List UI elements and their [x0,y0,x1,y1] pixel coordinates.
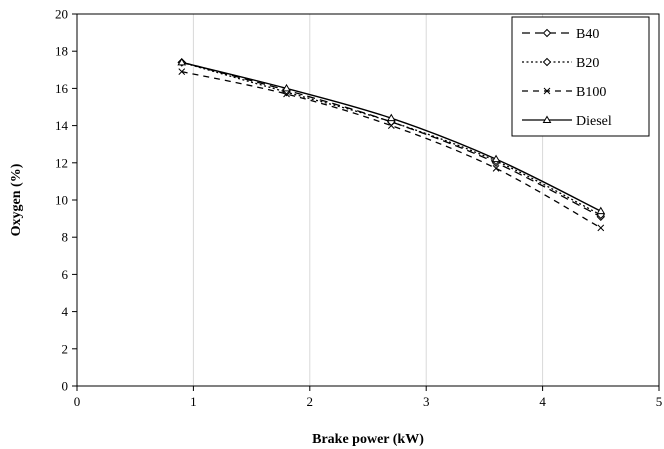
y-tick-label: 6 [62,267,69,282]
y-tick-label: 20 [55,7,68,22]
y-tick-label: 14 [55,118,69,133]
legend-label-b100: B100 [576,85,606,100]
legend-box [511,16,650,137]
y-tick-label: 8 [62,230,69,245]
data-point-diesel [282,83,291,92]
plot-frame [76,13,660,387]
y-tick-label: 2 [62,341,69,356]
series-line-b100 [181,71,602,229]
data-point-diesel [386,113,396,122]
legend-label-b40: B40 [576,27,599,42]
legend-marker-b40 [542,28,552,38]
y-tick-label: 18 [55,44,68,59]
data-point-diesel [596,206,606,215]
x-tick-label: 4 [539,394,546,409]
y-tick-label: 12 [55,155,68,170]
y-tick-label: 0 [62,379,69,394]
legend-label-diesel: Diesel [576,114,612,129]
y-tick-label: 16 [55,81,69,96]
data-point-b100 [178,68,186,76]
axes [72,13,660,391]
x-tick-label: 1 [190,394,197,409]
x-axis-title: Brake power (kW) [312,432,424,447]
legend-marker-b20 [542,57,552,67]
series-line-b40 [181,61,602,218]
legend-marker-diesel [542,115,552,123]
legend-marker-b100 [543,87,551,95]
x-tick-label: 0 [74,394,81,409]
data-point-diesel [177,57,187,66]
data-point-b100 [597,224,605,232]
y-axis-title: Oxygen (%) [9,163,24,236]
data-point-b100 [387,122,395,129]
y-tick-labels: 0 2 4 6 8 10 12 14 16 18 20 [55,7,69,394]
x-tick-label: 2 [307,394,314,409]
legend: B40 B20 B100 Diesel [511,16,650,137]
x-tick-labels: 0 1 2 3 4 5 [74,394,663,409]
data-point-b100 [492,165,500,172]
y-tick-label: 10 [55,193,68,208]
data-point-b100 [283,90,290,98]
y-tick-label: 4 [62,304,69,319]
series-markers [177,57,606,232]
x-tick-label: 5 [656,394,663,409]
legend-label-b20: B20 [576,56,599,71]
data-point-diesel [491,154,501,163]
x-tick-label: 3 [423,394,430,409]
